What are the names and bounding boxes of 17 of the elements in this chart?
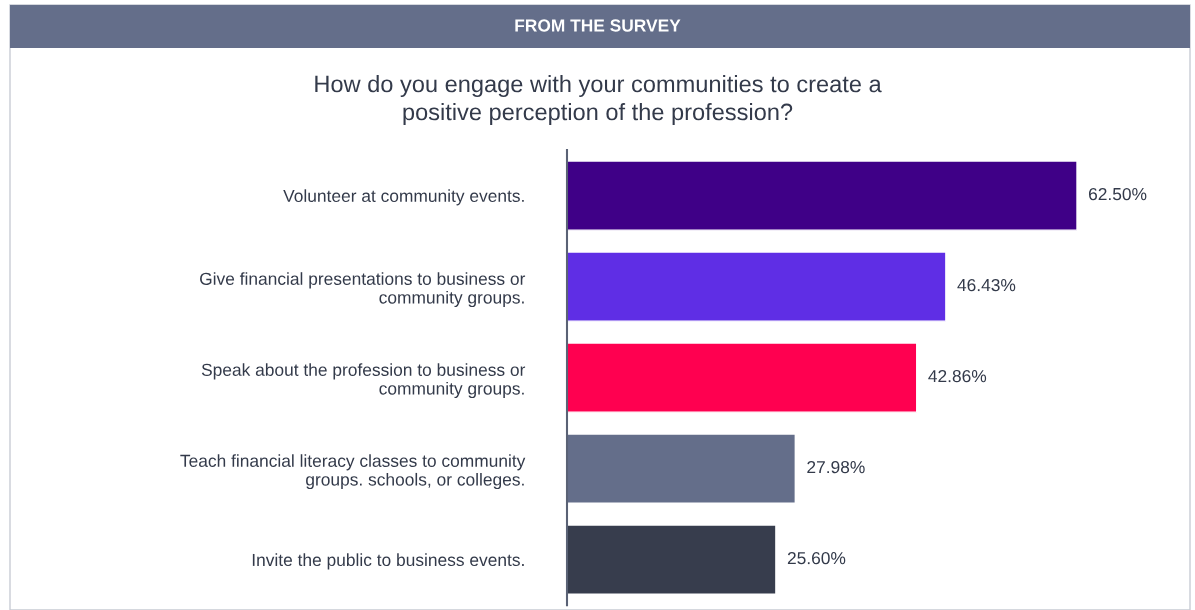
data-label: 25.60% bbox=[787, 551, 846, 565]
y-tick-label: Teach financial literacy classes to community groups. schools, or colleges. bbox=[180, 454, 526, 490]
bar bbox=[567, 251, 947, 322]
y-tick-label: Invite the public to business events. bbox=[252, 553, 524, 570]
data-label: 62.50% bbox=[1088, 187, 1147, 201]
bar bbox=[567, 524, 777, 595]
y-tick-label: Speak about the profession to business or community groups. bbox=[201, 363, 526, 399]
text: FROM THE SURVEY bbox=[515, 19, 681, 32]
data-label: 27.98% bbox=[807, 460, 865, 474]
bar bbox=[567, 433, 797, 504]
y-tick-label: Volunteer at community events. bbox=[283, 189, 524, 206]
bar bbox=[567, 342, 918, 413]
bar bbox=[567, 160, 1078, 231]
chart-title: How do you engage with your communities to create a positive perception of the profession? bbox=[315, 75, 882, 125]
data-label: 42.86% bbox=[928, 369, 987, 383]
y-tick-label: Give financial presentations to business or community groups. bbox=[200, 272, 526, 308]
data-label: 46.43% bbox=[957, 278, 1016, 292]
